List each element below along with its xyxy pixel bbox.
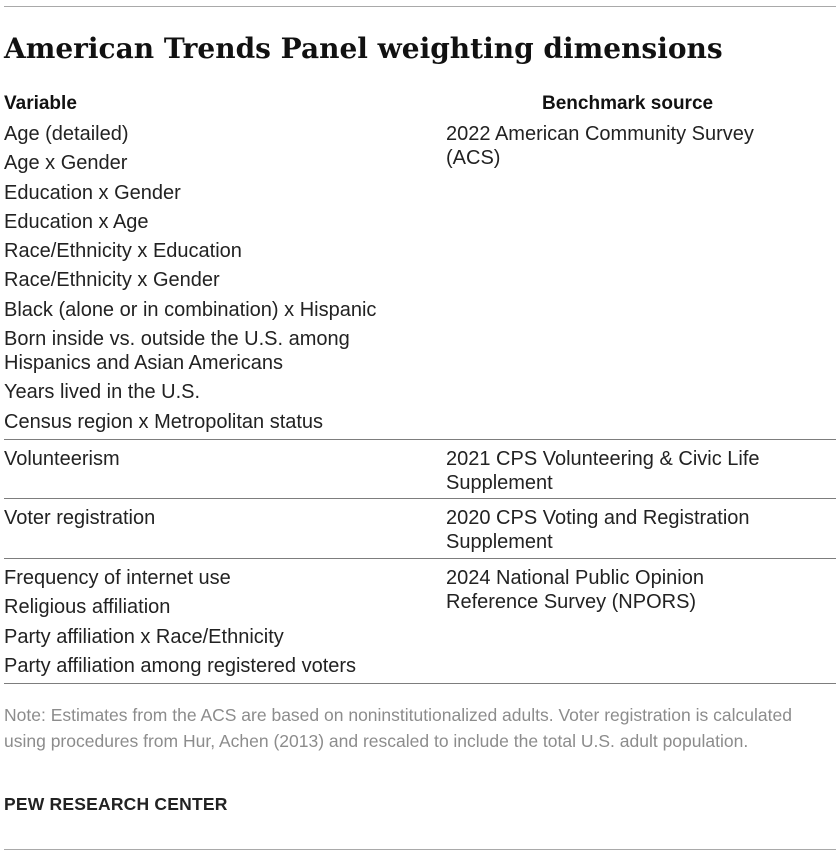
variable-item: Race/Ethnicity x Education [4,240,242,263]
variable-item: Voter registration [4,507,156,529]
benchmark-source-text: 2020 CPS Voting and Registration Supplem… [446,507,750,553]
benchmark-source: 2022 American Community Survey (ACS) [446,122,806,170]
top-rule [4,6,836,7]
variable-item: Party affiliation among registered voter… [4,654,357,677]
benchmark-source: 2024 National Public Opinion Reference S… [446,566,766,614]
variable-item: Census region x Metropolitan status [4,410,324,433]
source-credit: PEW RESEARCH CENTER [4,794,228,814]
section-acs: Age (detailed) Age x Gender Education x … [4,121,836,440]
variable-item: Race/Ethnicity x Gender [4,269,220,292]
section-npors: Frequency of internet use Religious affi… [4,559,836,684]
benchmark-source: 2020 CPS Voting and Registration Supplem… [446,506,816,554]
benchmark-source: 2021 CPS Volunteering & Civic Life Suppl… [446,447,816,495]
variable-list: Voter registration [4,506,434,535]
variable-item: Education x Age [4,210,149,233]
benchmark-source-text: 2024 National Public Opinion Reference S… [446,567,704,613]
benchmark-source-text: 2022 American Community Survey (ACS) [446,123,754,169]
variable-item: Years lived in the U.S. [4,381,201,404]
variable-item: Party affiliation x Race/Ethnicity [4,625,284,648]
variable-list: Frequency of internet use Religious affi… [4,566,434,683]
variable-list: Volunteerism [4,447,434,476]
variable-item: Age (detailed) [4,123,129,145]
variable-item: Born inside vs. outside the U.S. among H… [4,328,350,375]
source-column-header: Benchmark source [542,93,714,114]
section-voting: Voter registration 2020 CPS Voting and R… [4,499,836,559]
variable-item: Religious affiliation [4,596,171,619]
variable-item: Frequency of internet use [4,567,231,589]
bottom-rule [4,849,836,850]
page-title: American Trends Panel weighting dimensio… [4,32,723,65]
footnote: Note: Estimates from the ACS are based o… [4,705,792,751]
table-header: Variable Benchmark source [4,91,836,117]
variable-item: Volunteerism [4,448,120,470]
variable-item: Age x Gender [4,152,128,175]
variable-item: Education x Gender [4,181,181,204]
section-volunteering: Volunteerism 2021 CPS Volunteering & Civ… [4,440,836,499]
variable-column-header: Variable [4,93,77,114]
variable-item: Black (alone or in combination) x Hispan… [4,298,377,321]
variable-list: Age (detailed) Age x Gender Education x … [4,122,434,439]
benchmark-source-text: 2021 CPS Volunteering & Civic Life Suppl… [446,448,760,494]
